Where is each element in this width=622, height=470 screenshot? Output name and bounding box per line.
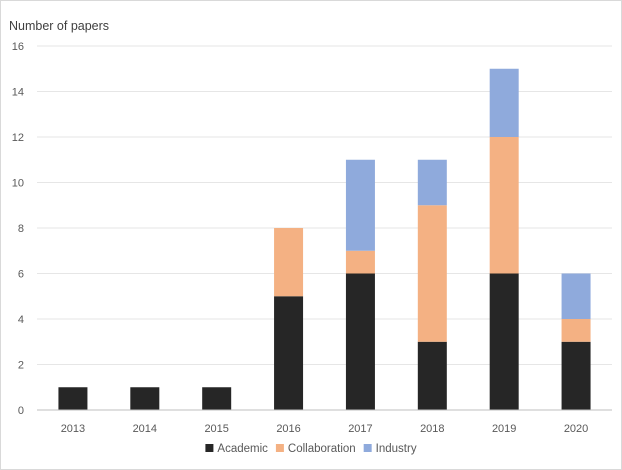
bar-segment-academic-2015	[202, 387, 232, 410]
bar-segment-collaboration-2017	[345, 250, 375, 274]
bar-segment-academic-2013	[58, 387, 88, 410]
y-tick-label: 10	[12, 178, 24, 190]
y-tick-label: 14	[12, 87, 24, 99]
bar-segment-academic-2020	[561, 341, 591, 410]
bar-segment-industry-2020	[561, 273, 591, 319]
legend-swatch-academic	[205, 444, 214, 452]
bar-segment-academic-2017	[345, 273, 375, 410]
bar-segment-collaboration-2016	[274, 228, 304, 297]
bar-segment-collaboration-2020	[561, 319, 591, 342]
y-axis-label: Number of papers	[9, 19, 109, 33]
y-tick-label: 16	[12, 41, 24, 53]
legend-swatch-collaboration	[275, 444, 284, 452]
x-tick-label: 2018	[420, 423, 444, 435]
bar-segment-collaboration-2018	[417, 205, 447, 342]
bar-segment-academic-2018	[417, 341, 447, 410]
bar-segment-industry-2019	[489, 68, 519, 137]
y-tick-labels: 0 2 4 6 8 10 12 14 16	[12, 41, 24, 417]
y-tick-label: 6	[18, 269, 24, 281]
y-tick-label: 12	[12, 132, 24, 144]
x-tick-label: 2013	[61, 423, 85, 435]
bar-segment-industry-2018	[417, 159, 447, 206]
legend-label-academic: Academic	[217, 443, 268, 455]
gridlines	[37, 45, 612, 365]
x-tick-label: 2016	[276, 423, 300, 435]
legend: Academic Collaboration Industry	[205, 443, 417, 455]
x-tick-label: 2019	[492, 423, 516, 435]
y-tick-label: 2	[18, 360, 24, 372]
bar-segment-academic-2016	[274, 296, 304, 410]
y-tick-label: 4	[18, 314, 24, 326]
x-tick-label: 2020	[564, 423, 588, 435]
x-tick-label: 2014	[133, 423, 157, 435]
bar-segment-industry-2017	[345, 159, 375, 251]
bar-segment-academic-2014	[130, 387, 160, 410]
y-tick-label: 0	[18, 405, 24, 417]
bars	[58, 68, 591, 410]
legend-label-industry: Industry	[376, 443, 417, 455]
x-tick-labels: 2013 2014 2015 2016 2017 2018 2019 2020	[61, 423, 589, 435]
bar-segment-academic-2019	[489, 273, 519, 410]
y-tick-label: 8	[18, 223, 24, 235]
x-tick-label: 2015	[204, 423, 228, 435]
legend-swatch-industry	[363, 444, 372, 452]
legend-label-collaboration: Collaboration	[288, 443, 356, 455]
bar-segment-collaboration-2019	[489, 137, 519, 274]
x-tick-label: 2017	[348, 423, 372, 435]
